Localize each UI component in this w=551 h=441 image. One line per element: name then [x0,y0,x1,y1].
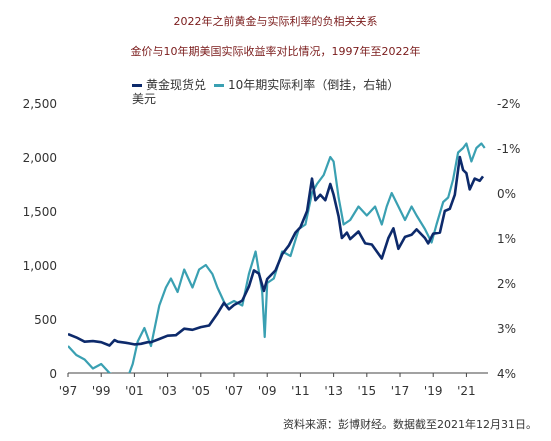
legend-gold-label: 黄金现货兑美元 [132,78,207,106]
x-tick-label: '19 [424,384,443,398]
right-tick-label: 1% [497,232,516,246]
left-tick-label: 1,500 [23,205,57,219]
right-tick-label: 2% [497,277,516,291]
right-tick-label: -1% [497,142,520,156]
x-tick-label: '97 [59,384,78,398]
chart-subtitle: 金价与10年期美国实际收益率对比情况，1997年至2022年 [130,45,421,58]
x-tick-label: '21 [457,384,476,398]
legend-gold: 黄金现货兑美元 [132,78,207,106]
x-tick-label: '11 [291,384,310,398]
legend-yield: 10年期实际利率（倒挂，右轴） [214,78,399,92]
real-yield-line [68,142,486,373]
right-tick-label: 4% [497,367,516,381]
x-tick-label: '05 [192,384,211,398]
right-tick-label: -2% [497,97,520,111]
left-tick-label: 1,000 [23,259,57,273]
right-tick-label: 3% [497,322,516,336]
left-tick-label: 500 [34,313,57,327]
x-tick-label: '07 [225,384,244,398]
source-note: 资料来源：彭博财经。数据截至2021年12月31日。 [283,418,537,431]
legend-yield-label: 10年期实际利率（倒挂，右轴） [228,78,400,92]
legend-gold-swatch [132,84,142,87]
left-tick-label: 2,000 [23,151,57,165]
legend-yield-swatch [214,84,224,87]
x-tick-label: '01 [125,384,144,398]
x-tick-label: '15 [358,384,377,398]
chart-title: 2022年之前黄金与实际利率的负相关关系 [173,15,378,28]
x-tick-label: '99 [92,384,111,398]
right-tick-label: 0% [497,187,516,201]
left-tick-label: 0 [49,367,57,381]
gold-price-line [68,155,485,347]
x-tick-label: '17 [391,384,410,398]
x-tick-label: '13 [324,384,343,398]
x-tick-label: '03 [158,384,177,398]
x-tick-label: '09 [258,384,277,398]
left-tick-label: 2,500 [23,97,57,111]
